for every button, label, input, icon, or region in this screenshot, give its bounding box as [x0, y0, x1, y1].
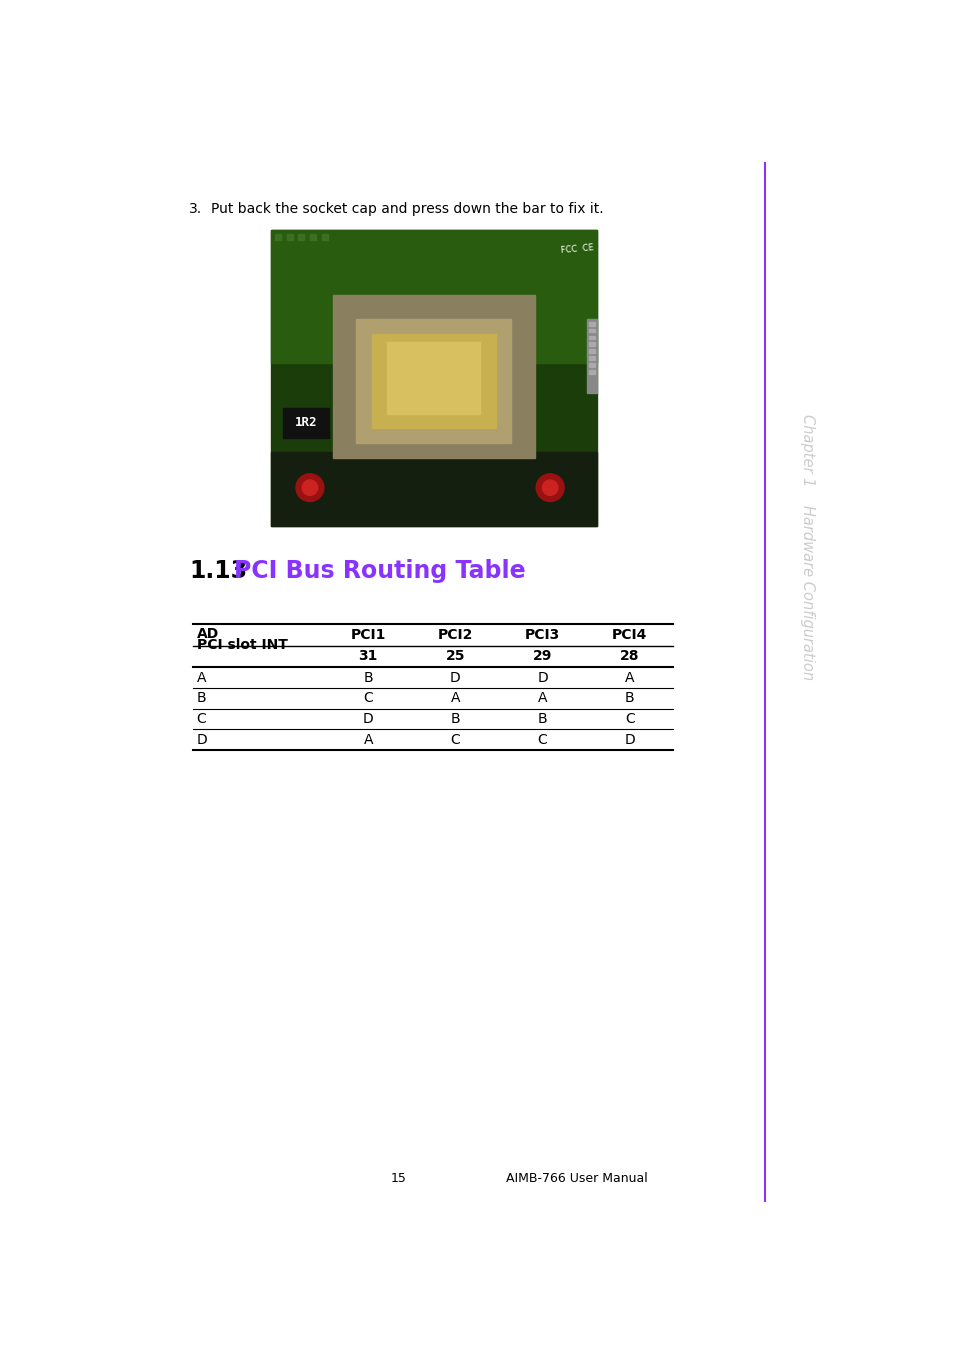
Bar	[321, 234, 328, 240]
Text: D: D	[196, 733, 208, 747]
Text: 15: 15	[390, 1172, 406, 1185]
Circle shape	[536, 474, 563, 502]
Bar	[588, 356, 595, 360]
Text: AD: AD	[196, 628, 219, 641]
Text: AIMB-766 User Manual: AIMB-766 User Manual	[505, 1172, 647, 1185]
Text: 29: 29	[533, 649, 552, 663]
Text: PCI3: PCI3	[524, 628, 559, 641]
Bar	[588, 336, 595, 339]
Text: PCI4: PCI4	[612, 628, 647, 641]
Text: C: C	[624, 711, 634, 726]
Text: C: C	[450, 733, 459, 747]
Bar	[333, 296, 534, 458]
Text: PCI Bus Routing Table: PCI Bus Routing Table	[233, 559, 525, 583]
Bar	[588, 370, 595, 374]
Text: Chapter 1    Hardware Configuration: Chapter 1 Hardware Configuration	[800, 414, 814, 680]
Text: 31: 31	[358, 649, 377, 663]
Bar	[387, 343, 480, 413]
Text: D: D	[362, 711, 374, 726]
Text: B: B	[363, 671, 373, 684]
Bar	[587, 319, 596, 393]
Text: B: B	[450, 711, 459, 726]
Bar	[588, 328, 595, 332]
Bar	[588, 350, 595, 354]
Circle shape	[302, 481, 317, 495]
Bar	[356, 319, 511, 443]
Text: 3.: 3.	[189, 202, 202, 216]
Text: B: B	[624, 691, 634, 705]
Bar	[588, 343, 595, 347]
Text: C: C	[537, 733, 547, 747]
Bar	[588, 363, 595, 367]
Bar	[282, 408, 329, 439]
Text: 1.13: 1.13	[189, 559, 247, 583]
Text: PCI slot INT: PCI slot INT	[196, 637, 287, 652]
Bar	[271, 452, 596, 526]
Circle shape	[542, 481, 558, 495]
Bar	[271, 230, 596, 363]
Text: D: D	[624, 733, 635, 747]
Bar	[274, 234, 281, 240]
Text: A: A	[537, 691, 547, 705]
Bar	[298, 234, 304, 240]
Bar	[310, 234, 315, 240]
Text: B: B	[537, 711, 547, 726]
Text: A: A	[363, 733, 373, 747]
Bar	[588, 321, 595, 325]
Text: 28: 28	[619, 649, 639, 663]
Bar	[372, 333, 496, 428]
Bar	[271, 230, 596, 526]
Text: FCC  CE: FCC CE	[559, 243, 594, 255]
Text: A: A	[450, 691, 459, 705]
Text: A: A	[624, 671, 634, 684]
Bar	[286, 234, 293, 240]
Text: PCI1: PCI1	[350, 628, 386, 641]
Text: D: D	[450, 671, 460, 684]
Text: PCI2: PCI2	[437, 628, 473, 641]
Text: Put back the socket cap and press down the bar to fix it.: Put back the socket cap and press down t…	[211, 202, 602, 216]
Text: D: D	[537, 671, 547, 684]
Text: 25: 25	[445, 649, 465, 663]
Text: B: B	[196, 691, 206, 705]
Circle shape	[295, 474, 323, 502]
Text: C: C	[196, 711, 206, 726]
Text: C: C	[363, 691, 373, 705]
Text: 1R2: 1R2	[294, 416, 317, 429]
Text: A: A	[196, 671, 206, 684]
